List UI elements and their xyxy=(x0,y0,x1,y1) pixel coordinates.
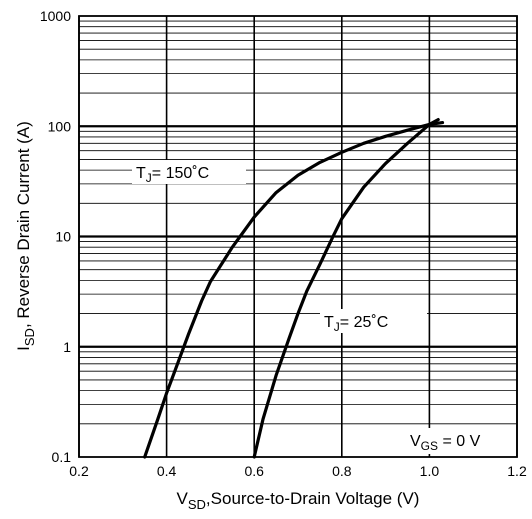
y-tick-label: 100 xyxy=(48,118,72,134)
y-tick-label: 1 xyxy=(63,339,71,355)
vgs-annotation: VGS = 0 V xyxy=(404,428,514,454)
y-axis-title: ISD, Reverse Drain Current (A) xyxy=(14,121,37,351)
y-tick-labels: 0.1 1 10 100 1000 xyxy=(40,8,71,465)
data-lines xyxy=(143,117,445,459)
x-tick-label: 0.8 xyxy=(332,463,352,479)
x-tick-label: 1.2 xyxy=(507,463,527,479)
x-tick-label: 0.4 xyxy=(157,463,177,479)
x-tick-label: 0.6 xyxy=(244,463,264,479)
x-axis-title: VSD,Source-to-Drain Voltage (V) xyxy=(177,489,420,512)
svg-text:TJ= 150˚C: TJ= 150˚C xyxy=(136,165,209,185)
plot-frame xyxy=(78,15,518,458)
y-tick-label: 10 xyxy=(55,229,71,245)
x-tick-labels: 0.2 0.4 0.6 0.8 1.0 1.2 xyxy=(69,463,527,479)
grid xyxy=(78,16,518,457)
svg-text:VGS = 0 V: VGS = 0 V xyxy=(410,433,481,453)
y-tick-label: 0.1 xyxy=(52,449,72,465)
series-line-1 xyxy=(252,117,440,459)
x-tick-label: 0.2 xyxy=(69,463,89,479)
series-label-150c: TJ= 150˚C xyxy=(132,160,246,185)
x-tick-label: 1.0 xyxy=(420,463,440,479)
svg-text:TJ= 25˚C: TJ= 25˚C xyxy=(324,314,388,334)
y-tick-label: 1000 xyxy=(40,8,71,24)
series-line-0 xyxy=(143,120,445,459)
series-label-25c: TJ= 25˚C xyxy=(320,309,427,334)
